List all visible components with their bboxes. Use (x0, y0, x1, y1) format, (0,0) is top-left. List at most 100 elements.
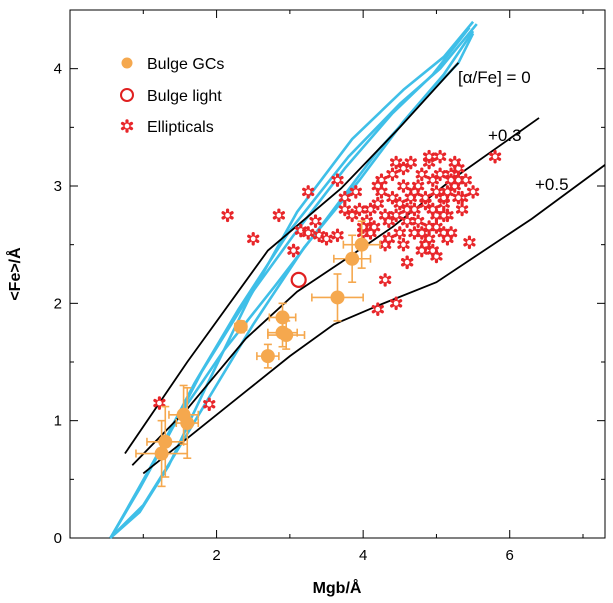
elliptical-point (353, 202, 366, 217)
legend-label-bulge-light: Bulge light (147, 88, 222, 105)
ellipticals-series (153, 149, 502, 412)
model-line (142, 164, 606, 475)
legend-marker-bulge-gcs (121, 57, 133, 69)
x-tick-label: 4 (359, 547, 367, 564)
elliptical-point (426, 243, 439, 258)
y-axis-title: <Fe>/Å (5, 247, 24, 301)
elliptical-point (364, 202, 377, 217)
elliptical-point (423, 149, 436, 164)
elliptical-point (441, 232, 454, 246)
ssp-grid-line (109, 30, 475, 539)
elliptical-point (379, 273, 392, 287)
elliptical-point (397, 161, 410, 176)
model-line (124, 62, 460, 455)
tick-labels: 2 4 6 0 1 2 3 4 (54, 61, 514, 564)
elliptical-point (397, 179, 410, 193)
elliptical-point (386, 167, 399, 182)
elliptical-point (426, 202, 439, 217)
elliptical-point (448, 155, 461, 170)
elliptical-point (404, 190, 417, 205)
legend-marker-ellipticals (120, 119, 134, 133)
elliptical-point (463, 235, 476, 250)
elliptical-point (375, 185, 388, 199)
elliptical-point (412, 214, 425, 228)
elliptical-point (433, 149, 447, 164)
axis-ticks (70, 9, 605, 539)
annotation-alpha-fe-0: [α/Fe] = 0 (458, 68, 531, 87)
elliptical-point (309, 214, 322, 228)
legend-star-glyph (120, 119, 134, 133)
elliptical-point (401, 255, 414, 270)
y-tick-label: 1 (54, 413, 62, 430)
elliptical-point (349, 185, 362, 199)
annotation-alpha-fe-03: +0.3 (488, 126, 522, 145)
elliptical-point (338, 190, 351, 205)
legend-label-bulge-gcs: Bulge GCs (147, 56, 224, 73)
elliptical-point (415, 167, 428, 182)
gc-point (233, 319, 248, 334)
elliptical-point (357, 220, 370, 234)
gc-point (176, 407, 191, 422)
elliptical-point (153, 396, 166, 410)
elliptical-point (331, 228, 344, 243)
x-tick-label: 2 (212, 547, 220, 564)
elliptical-point (393, 226, 406, 240)
elliptical-point (397, 237, 410, 252)
elliptical-point (371, 196, 384, 211)
elliptical-point (423, 232, 436, 246)
plot-frame (69, 9, 606, 539)
elliptical-point (203, 397, 216, 412)
y-tick-label: 4 (54, 61, 62, 78)
elliptical-point (294, 223, 307, 238)
bulge-gcs-series (135, 220, 381, 488)
bulge-light-point (290, 271, 307, 288)
elliptical-point (338, 202, 351, 217)
elliptical-point (390, 296, 403, 311)
gc-point (345, 251, 360, 266)
x-tick-label: 6 (506, 547, 514, 564)
x-axis-title: Mgb/Å (313, 578, 362, 597)
gc-point (260, 349, 275, 364)
gc-point (158, 434, 173, 449)
elliptical-point (455, 202, 469, 217)
elliptical-point (371, 302, 384, 316)
elliptical-point (466, 185, 480, 199)
elliptical-point (393, 196, 406, 211)
elliptical-point (287, 243, 300, 258)
elliptical-point (412, 179, 425, 193)
elliptical-point (419, 190, 432, 205)
annotation-alpha-fe-05: +0.5 (535, 175, 569, 194)
elliptical-point (272, 208, 285, 223)
elliptical-point (390, 208, 403, 223)
elliptical-point (368, 220, 381, 234)
legend: Bulge GCs Bulge light Ellipticals (120, 56, 224, 136)
elliptical-point (441, 185, 454, 199)
elliptical-point (302, 185, 315, 199)
elliptical-point (408, 226, 421, 240)
gc-point (279, 328, 294, 343)
elliptical-point (331, 173, 344, 187)
y-tick-label: 0 (54, 530, 62, 547)
elliptical-point (437, 208, 450, 223)
elliptical-point (302, 226, 315, 240)
elliptical-point (320, 232, 333, 246)
elliptical-point (379, 237, 392, 252)
elliptical-point (408, 202, 421, 217)
legend-label-ellipticals: Ellipticals (147, 119, 214, 136)
legend-marker-bulge-light (120, 88, 134, 102)
elliptical-point (415, 243, 428, 258)
elliptical-point (452, 190, 465, 205)
gc-point (354, 237, 369, 252)
elliptical-point (401, 214, 414, 228)
bulge-light-series (290, 271, 307, 288)
elliptical-point (379, 208, 392, 223)
gc-point (330, 290, 345, 305)
elliptical-point (433, 167, 447, 182)
y-tick-label: 2 (54, 295, 62, 312)
elliptical-point (488, 149, 502, 164)
y-tick-label: 3 (54, 178, 62, 195)
elliptical-point (221, 208, 234, 223)
elliptical-point (247, 232, 260, 246)
elliptical-point (452, 173, 465, 187)
